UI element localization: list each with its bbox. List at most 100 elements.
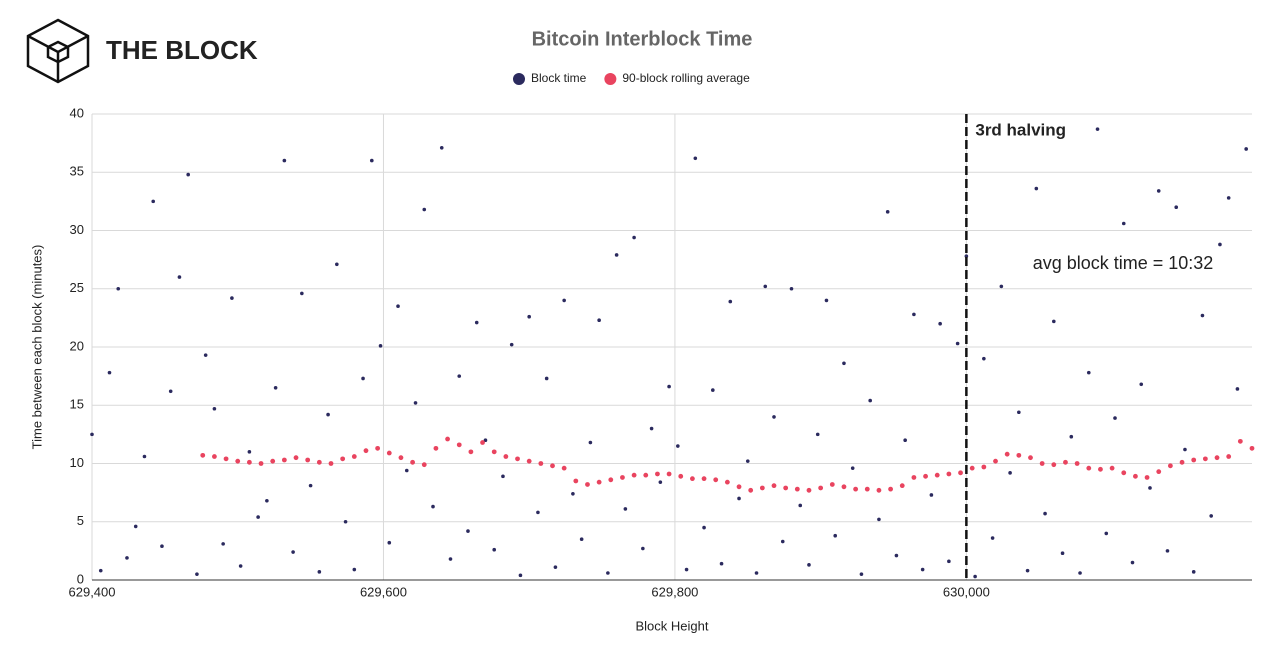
- block-point: [780, 539, 785, 544]
- average-point: [351, 454, 357, 459]
- block-point: [579, 537, 584, 542]
- block-point: [982, 356, 986, 361]
- x-axis-label: Block Height: [636, 618, 709, 633]
- average-point: [1098, 466, 1103, 472]
- block-point: [352, 567, 357, 572]
- average-point: [701, 476, 707, 482]
- average-point: [655, 471, 660, 477]
- block-point: [396, 304, 400, 309]
- average-point: [1226, 454, 1232, 459]
- block-point: [1244, 147, 1248, 151]
- block-point: [90, 432, 94, 437]
- block-point: [518, 573, 523, 578]
- block-point: [728, 299, 733, 304]
- block-point: [1156, 189, 1161, 193]
- average-point: [759, 485, 765, 491]
- average-point: [375, 445, 381, 451]
- block-point: [553, 565, 558, 569]
- block-point: [1078, 571, 1082, 575]
- block-point: [1017, 410, 1021, 415]
- average-point: [899, 483, 905, 489]
- block-point: [649, 426, 654, 431]
- block-point: [1148, 486, 1152, 490]
- y-tick-label: 10: [70, 455, 84, 470]
- block-point: [606, 571, 610, 575]
- average-point: [864, 486, 870, 492]
- block-point: [125, 556, 129, 560]
- block-point: [693, 156, 698, 161]
- block-point: [719, 561, 724, 566]
- average-point: [200, 452, 206, 458]
- average-point: [1039, 461, 1045, 466]
- block-point: [177, 275, 182, 279]
- average-point: [258, 461, 264, 466]
- block-point: [789, 286, 794, 291]
- average-point: [398, 455, 404, 461]
- block-point: [807, 563, 811, 567]
- block-point: [676, 444, 680, 448]
- block-point: [1060, 551, 1065, 556]
- average-point: [386, 450, 392, 456]
- average-point: [958, 470, 963, 476]
- block-point: [684, 567, 689, 572]
- block-point: [536, 510, 540, 515]
- average-point: [246, 459, 252, 465]
- block-point: [1183, 447, 1187, 452]
- average-point: [491, 449, 497, 455]
- average-point: [293, 455, 299, 461]
- average-point: [748, 487, 754, 493]
- block-point: [544, 376, 549, 381]
- average-point: [1074, 461, 1080, 466]
- x-tick-label: 629,400: [69, 584, 116, 599]
- block-point: [265, 498, 269, 503]
- block-point: [597, 318, 601, 323]
- block-point: [641, 546, 645, 551]
- block-point: [300, 291, 304, 296]
- average-point: [829, 482, 835, 487]
- block-point: [711, 388, 715, 392]
- average-point: [876, 487, 882, 493]
- average-point: [515, 456, 520, 462]
- block-point: [1008, 471, 1012, 475]
- block-point: [1218, 242, 1222, 247]
- block-point: [326, 412, 330, 417]
- block-point: [903, 438, 907, 443]
- block-point: [474, 320, 479, 325]
- block-point: [483, 438, 488, 443]
- block-point: [912, 312, 916, 317]
- average-point: [853, 486, 859, 492]
- average-point: [631, 472, 637, 478]
- average-point: [1249, 445, 1255, 451]
- block-point: [894, 553, 899, 558]
- block-point: [667, 384, 671, 389]
- block-point: [1095, 127, 1100, 131]
- block-point: [501, 474, 505, 479]
- block-point: [448, 557, 453, 561]
- block-point: [833, 533, 838, 538]
- block-point: [868, 398, 872, 403]
- block-point: [256, 515, 260, 519]
- block-point: [1174, 205, 1179, 209]
- block-point: [947, 559, 951, 564]
- block-point: [317, 570, 322, 574]
- average-point: [433, 445, 439, 451]
- y-tick-label: 30: [70, 222, 84, 237]
- average-point: [503, 454, 509, 459]
- logo: [26, 18, 90, 84]
- chart-title: Bitcoin Interblock Time: [532, 28, 753, 50]
- block-point: [1200, 313, 1205, 318]
- block-point: [885, 210, 890, 214]
- block-point: [562, 298, 566, 303]
- average-point: [841, 484, 847, 490]
- y-tick-label: 20: [70, 338, 84, 353]
- block-point: [1025, 568, 1030, 573]
- block-point: [1191, 570, 1196, 574]
- average-point: [1133, 473, 1138, 479]
- block-point: [133, 524, 138, 529]
- average-point: [1179, 459, 1185, 465]
- brand: THE BLOCK: [106, 35, 258, 65]
- block-point: [588, 440, 593, 445]
- block-point: [754, 571, 759, 575]
- y-tick-label: 35: [70, 164, 84, 179]
- x-tick-label: 629,600: [360, 584, 407, 599]
